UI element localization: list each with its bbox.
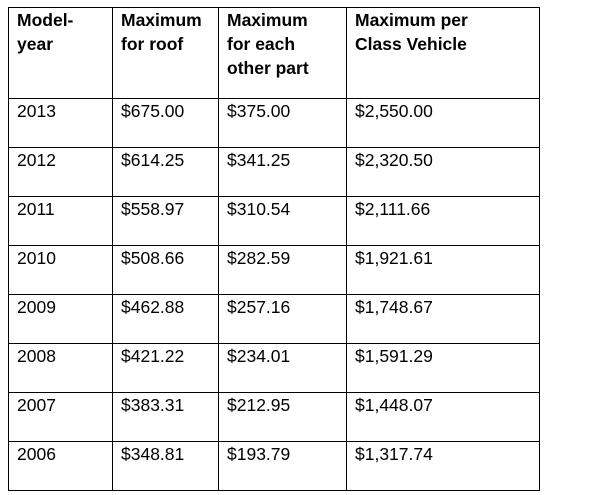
cell-max-roof: $383.31: [112, 392, 219, 442]
header-row: Model-year Maximum for roof Maximum for ea…: [8, 7, 540, 99]
table-row: 2013 $675.00 $375.00 $2,550.00: [8, 98, 540, 148]
table-row: 2009 $462.88 $257.16 $1,748.67: [8, 294, 540, 344]
cell-max-per-vehicle: $2,111.66: [346, 196, 540, 246]
cell-max-other-part: $212.95: [218, 392, 347, 442]
cell-max-other-part: $375.00: [218, 98, 347, 148]
table-row: 2010 $508.66 $282.59 $1,921.61: [8, 245, 540, 295]
cell-max-roof: $675.00: [112, 98, 219, 148]
header-maximum-for-roof: Maximum for roof: [112, 7, 219, 99]
table-row: 2007 $383.31 $212.95 $1,448.07: [8, 392, 540, 442]
cell-model-year: 2007: [8, 392, 113, 442]
table-row: 2008 $421.22 $234.01 $1,591.29: [8, 343, 540, 393]
header-maximum-each-other-part: Maximum for each other part: [218, 7, 347, 99]
cell-model-year: 2009: [8, 294, 113, 344]
cell-model-year: 2013: [8, 98, 113, 148]
cell-max-other-part: $282.59: [218, 245, 347, 295]
cell-max-other-part: $341.25: [218, 147, 347, 197]
cell-max-per-vehicle: $1,317.74: [346, 441, 540, 491]
cell-model-year: 2006: [8, 441, 113, 491]
maximum-payment-table: Model-year Maximum for roof Maximum for ea…: [8, 7, 540, 491]
table-row: 2011 $558.97 $310.54 $2,111.66: [8, 196, 540, 246]
cell-model-year: 2011: [8, 196, 113, 246]
cell-max-per-vehicle: $1,921.61: [346, 245, 540, 295]
table-row: 2012 $614.25 $341.25 $2,320.50: [8, 147, 540, 197]
cell-model-year: 2008: [8, 343, 113, 393]
cell-max-per-vehicle: $1,591.29: [346, 343, 540, 393]
cell-max-roof: $614.25: [112, 147, 219, 197]
cell-max-roof: $348.81: [112, 441, 219, 491]
cell-max-other-part: $234.01: [218, 343, 347, 393]
cell-max-per-vehicle: $1,448.07: [346, 392, 540, 442]
cell-max-other-part: $310.54: [218, 196, 347, 246]
table-row: 2006 $348.81 $193.79 $1,317.74: [8, 441, 540, 491]
cell-max-other-part: $257.16: [218, 294, 347, 344]
cell-model-year: 2012: [8, 147, 113, 197]
cell-max-roof: $508.66: [112, 245, 219, 295]
cell-max-other-part: $193.79: [218, 441, 347, 491]
cell-model-year: 2010: [8, 245, 113, 295]
cell-max-per-vehicle: $2,550.00: [346, 98, 540, 148]
cell-max-per-vehicle: $1,748.67: [346, 294, 540, 344]
cell-max-roof: $462.88: [112, 294, 219, 344]
cell-max-per-vehicle: $2,320.50: [346, 147, 540, 197]
cell-max-roof: $558.97: [112, 196, 219, 246]
header-model-year: Model-year: [8, 7, 113, 99]
header-maximum-per-class-vehicle: Maximum per Class Vehicle: [346, 7, 540, 99]
cell-max-roof: $421.22: [112, 343, 219, 393]
